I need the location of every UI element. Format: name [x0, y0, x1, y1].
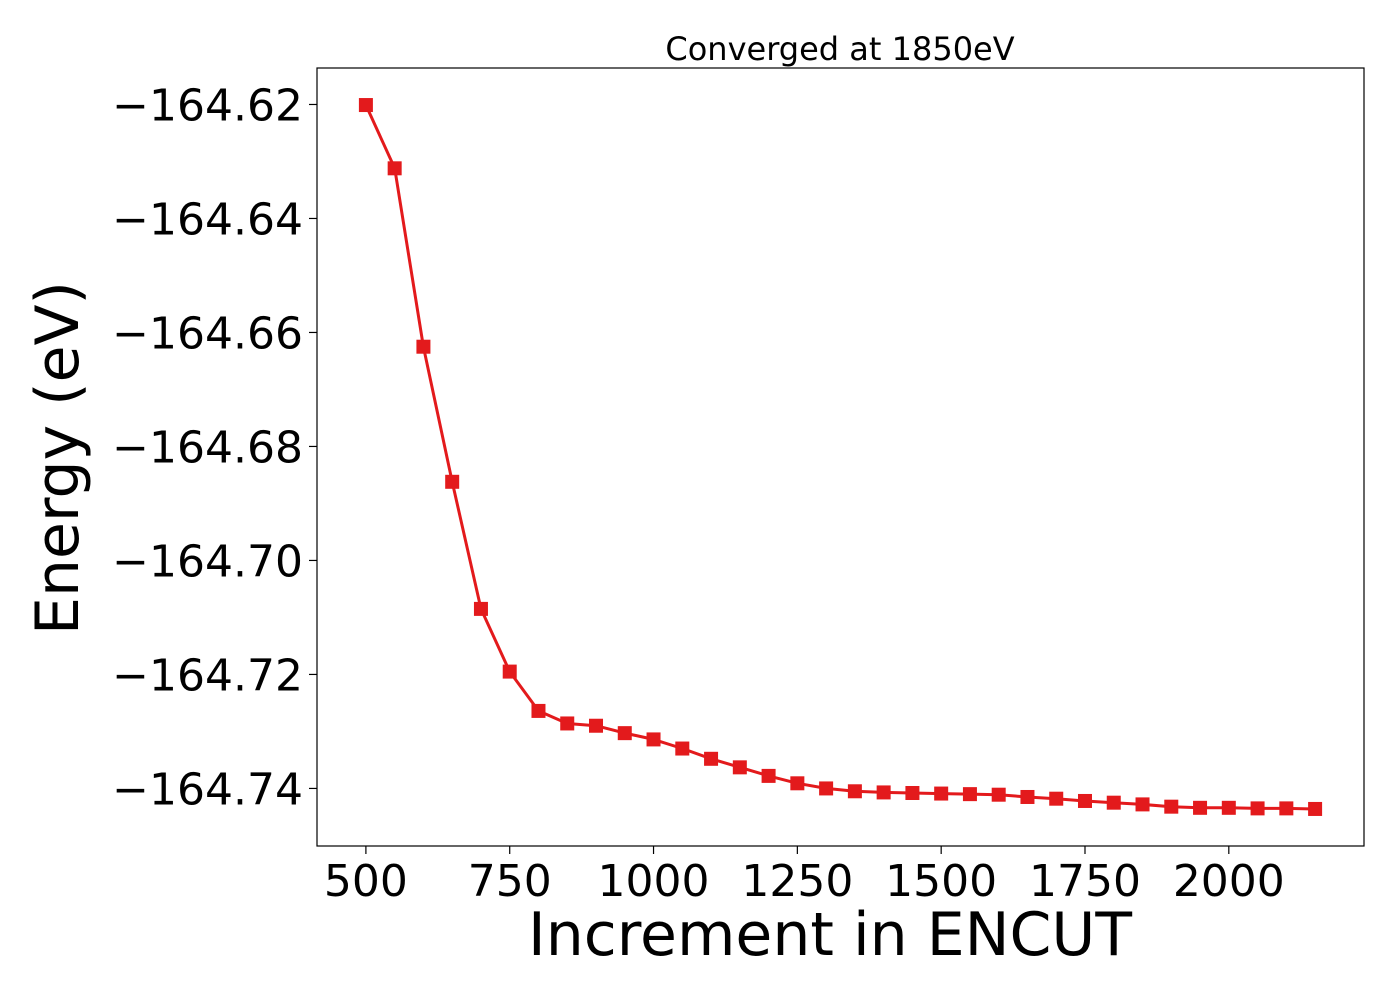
data-point	[1135, 797, 1150, 812]
data-point	[1279, 801, 1294, 816]
data-point	[1221, 800, 1236, 815]
data-point	[962, 787, 977, 802]
x-tick-label: 750	[468, 856, 552, 907]
data-point	[445, 474, 460, 489]
y-tick-label: −164.64	[112, 194, 303, 245]
data-point	[473, 601, 488, 616]
y-tick-label: −164.66	[112, 308, 303, 359]
data-point	[905, 785, 920, 800]
data-point	[847, 784, 862, 799]
y-tick-label: −164.74	[112, 764, 303, 815]
data-point	[646, 732, 661, 747]
data-point	[387, 161, 402, 176]
x-axis-label: Increment in ENCUT	[528, 900, 1132, 970]
x-tick-label: 1750	[1029, 856, 1141, 907]
x-tick-label: 1250	[741, 856, 853, 907]
data-point	[531, 703, 546, 718]
data-point	[617, 726, 632, 741]
data-point	[358, 98, 373, 113]
y-axis-label: Energy (eV)	[23, 281, 93, 635]
data-point	[1164, 799, 1179, 814]
series-line	[364, 104, 1316, 811]
y-tick-label: −164.70	[112, 536, 303, 587]
data-point	[991, 787, 1006, 802]
y-axis: −164.62 −164.64 −164.66 −164.68 −164.70 −164.…	[112, 80, 317, 815]
x-tick-label: 2000	[1173, 856, 1285, 907]
plot-area	[358, 98, 1323, 816]
data-point	[1077, 793, 1092, 808]
y-tick-label: −164.72	[112, 650, 303, 701]
data-point	[1308, 801, 1323, 816]
data-point	[560, 716, 575, 731]
data-point	[704, 751, 719, 766]
data-point	[1020, 789, 1035, 804]
data-point	[819, 781, 834, 796]
x-tick-label: 1000	[598, 856, 710, 907]
data-point	[732, 760, 747, 775]
data-point	[934, 786, 949, 801]
data-point	[1193, 800, 1208, 815]
x-axis: 500 750 1000 1250 1500 1750 2000	[324, 846, 1285, 907]
data-point	[790, 776, 805, 791]
data-point	[416, 339, 431, 354]
data-point	[675, 741, 690, 756]
data-point	[1106, 795, 1121, 810]
x-tick-label: 500	[324, 856, 408, 907]
data-point	[761, 768, 776, 783]
data-point	[1049, 791, 1064, 806]
x-tick-label: 1500	[885, 856, 997, 907]
y-tick-label: −164.68	[112, 422, 303, 473]
axes-frame	[316, 67, 1365, 847]
data-point	[589, 718, 604, 733]
data-point	[1250, 801, 1265, 816]
y-tick-label: −164.62	[112, 80, 303, 131]
data-point	[876, 785, 891, 800]
chart-title: Converged at 1850eV	[665, 30, 1014, 68]
data-point	[502, 664, 517, 679]
